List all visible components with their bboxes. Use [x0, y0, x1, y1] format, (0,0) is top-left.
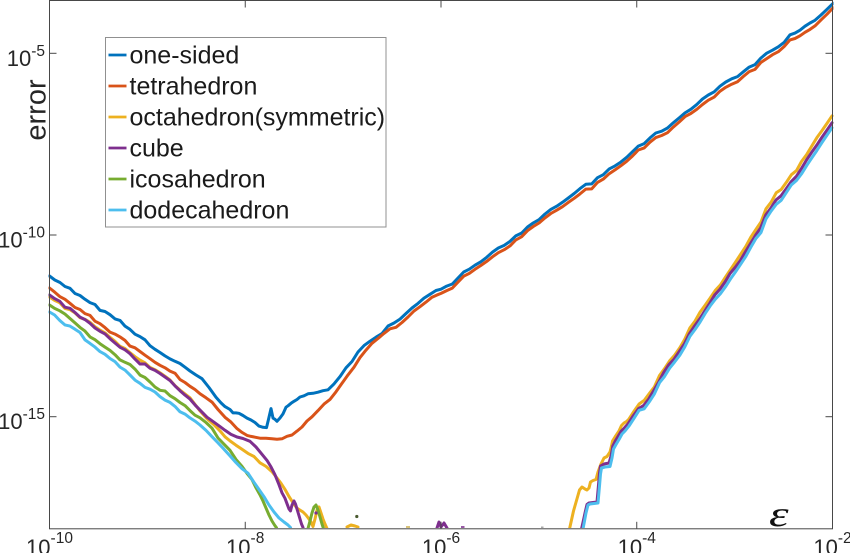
svg-text:icosahedron: icosahedron [130, 166, 266, 194]
svg-text:tetrahedron: tetrahedron [130, 73, 258, 101]
svg-text:dodecahedron: dodecahedron [130, 197, 290, 225]
svg-text:cube: cube [130, 135, 184, 163]
svg-text:10-15: 10-15 [0, 406, 45, 434]
svg-text:one-sided: one-sided [130, 42, 240, 70]
svg-text:octahedron(symmetric): octahedron(symmetric) [130, 104, 386, 132]
svg-text:ε: ε [769, 494, 790, 534]
svg-text:error: error [21, 79, 53, 141]
svg-text:10-5: 10-5 [7, 43, 45, 71]
